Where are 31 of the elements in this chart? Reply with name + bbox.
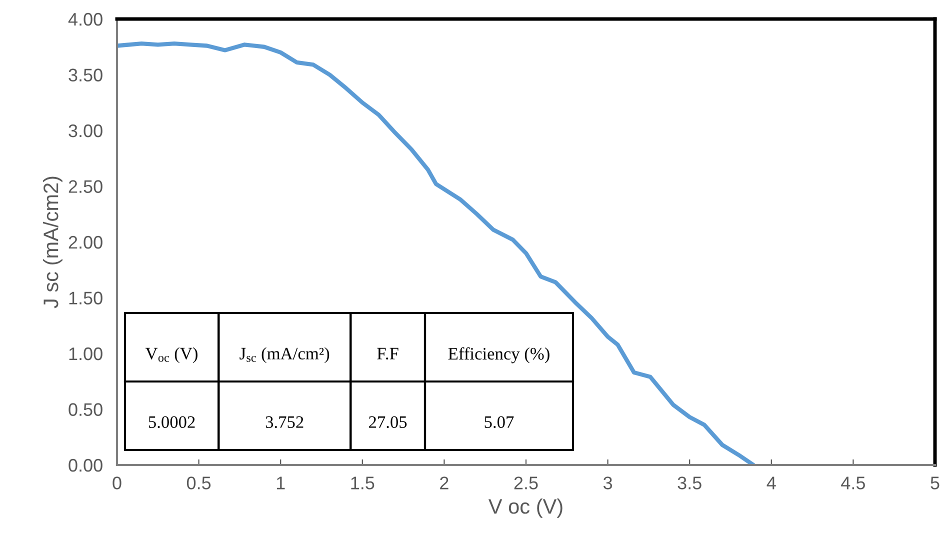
y-tick-label: 1.00 (69, 347, 102, 360)
y-tick-label: 2.50 (68, 180, 102, 193)
annotation: 5.07 (484, 416, 514, 428)
annotation: F.F (377, 348, 398, 360)
y-axis-title: J sc (mA/cm2) (42, 176, 62, 308)
x-tick-label: 0 (112, 476, 122, 490)
y-tick-label: 3.50 (68, 68, 102, 82)
y-tick-label: 2.00 (68, 236, 102, 249)
y-tick-label: 1.50 (69, 292, 102, 304)
line-series (117, 41, 756, 465)
x-tick-label: 0.5 (186, 476, 211, 490)
y-tick-label: 4.00 (68, 12, 102, 26)
y-tick-label: 3.00 (68, 124, 102, 138)
x-tick-label: 4 (766, 476, 776, 490)
x-tick-label: 2.5 (514, 476, 538, 490)
x-tick-label: 2 (440, 476, 448, 490)
x-tick-label: 1.5 (351, 476, 374, 490)
annotation: 5.0002 (148, 416, 195, 428)
annotation: Efficiency (%) (448, 347, 550, 364)
annotation: V$_{oc}$ (V) (145, 347, 198, 363)
annotation: 27.05 (369, 416, 407, 428)
annotation: J$_{sc}$ (mA/cm²) (240, 347, 330, 363)
x-tick-label: 1 (276, 476, 285, 490)
x-tick-label: 3.5 (678, 476, 702, 490)
annotation: 3.752 (266, 416, 304, 428)
x-axis-title: V oc (V) (488, 498, 562, 518)
x-tick-label: 4.5 (841, 476, 865, 490)
y-tick-label: 0.00 (68, 458, 102, 472)
x-tick-label: 3 (603, 476, 612, 490)
x-tick-label: 5 (930, 476, 940, 490)
y-tick-label: 0.50 (68, 403, 102, 416)
